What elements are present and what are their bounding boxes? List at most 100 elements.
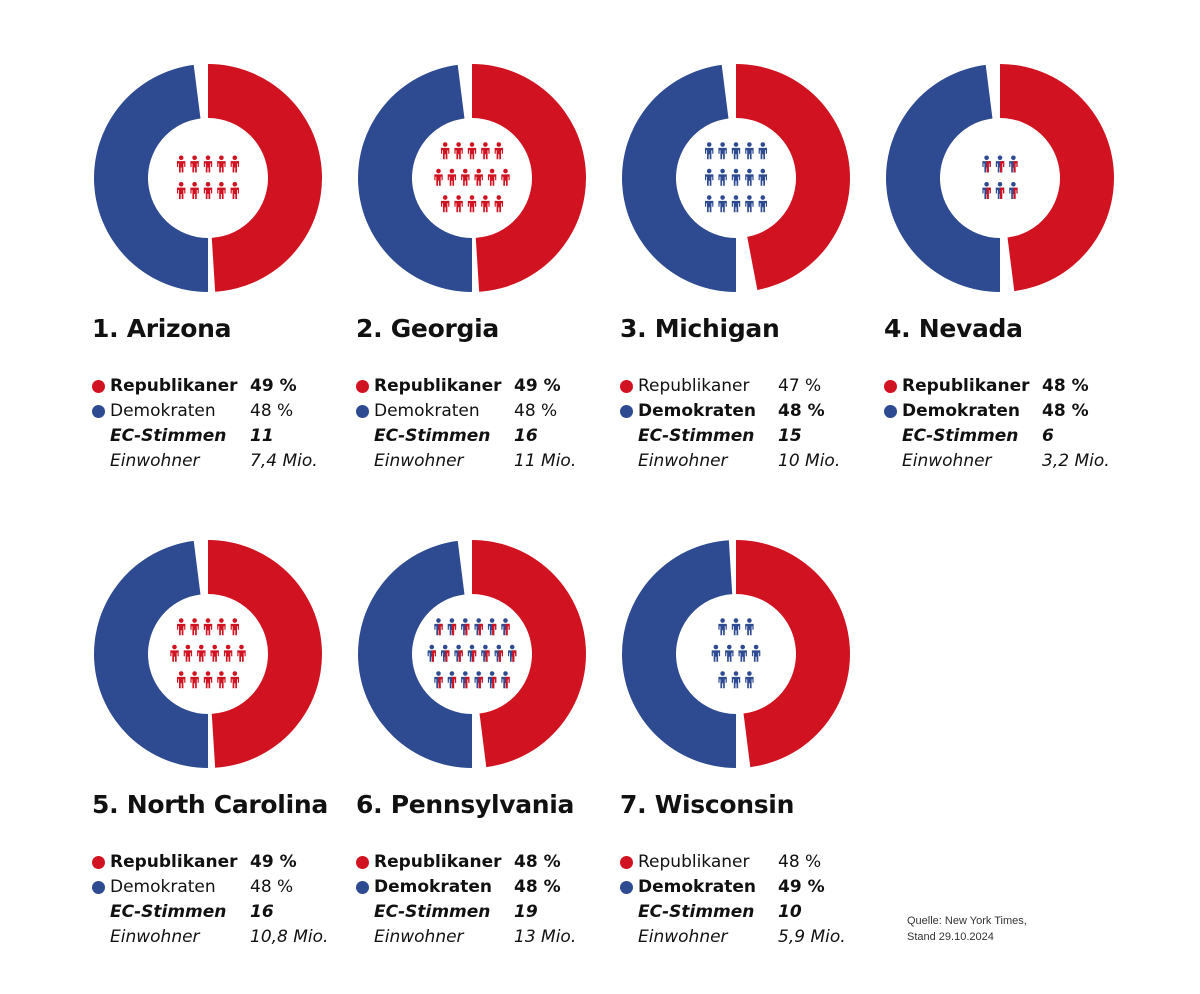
electoral-votes-row: EC-Stimmen 16 <box>92 900 352 925</box>
republican-slice <box>1000 64 1114 292</box>
electoral-votes-row: EC-Stimmen 11 <box>92 424 352 449</box>
electoral-votes-pictogram <box>427 618 517 689</box>
republican-slice <box>736 64 850 290</box>
population-row-value: 10,8 Mio. <box>250 927 329 947</box>
democrat-dot-icon <box>620 405 633 418</box>
state-stats: Republikaner 48 % Demokraten 49 % EC-Stimmen… <box>620 850 880 950</box>
population-row: Einwohner 10,8 Mio. <box>92 925 352 950</box>
democrat-row-label: Demokraten <box>902 401 1020 421</box>
population-row-value: 10 Mio. <box>778 451 841 471</box>
population-row-label: Einwohner <box>110 451 200 471</box>
donut-chart <box>358 540 586 768</box>
state-title: 2. Georgia <box>356 314 499 343</box>
republican-row-label: Republikaner <box>374 376 502 396</box>
democrat-row: Demokraten 48 % <box>92 399 352 424</box>
population-row-value: 13 Mio. <box>514 927 577 947</box>
donut-chart <box>886 64 1114 292</box>
state-title: 3. Michigan <box>620 314 780 343</box>
republican-dot-icon <box>356 380 369 393</box>
electoral-votes-row: EC-Stimmen 15 <box>620 424 880 449</box>
population-row-label: Einwohner <box>374 927 464 947</box>
electoral-votes-pictogram <box>177 155 239 199</box>
electoral-votes-row-value: 15 <box>778 426 802 446</box>
republican-slice <box>208 540 322 768</box>
electoral-votes-row-value: 10 <box>778 902 802 922</box>
electoral-votes-row: EC-Stimmen 16 <box>356 424 616 449</box>
democrat-dot-icon <box>356 405 369 418</box>
republican-row-label: Republikaner <box>110 376 238 396</box>
republican-row-value: 49 % <box>250 852 297 872</box>
electoral-votes-pictogram <box>705 142 767 213</box>
republican-row-value: 49 % <box>514 376 561 396</box>
democrat-row-value: 48 % <box>250 877 294 897</box>
republican-row-label: Republikaner <box>374 852 502 872</box>
republican-dot-icon <box>92 380 105 393</box>
population-row-label: Einwohner <box>110 927 200 947</box>
democrat-slice <box>622 64 737 292</box>
democrat-row-value: 48 % <box>514 401 558 421</box>
state-title: 4. Nevada <box>884 314 1023 343</box>
electoral-votes-row-label: EC-Stimmen <box>374 902 491 922</box>
population-row: Einwohner 13 Mio. <box>356 925 616 950</box>
population-row-value: 3,2 Mio. <box>1042 451 1110 471</box>
democrat-row: Demokraten 48 % <box>92 875 352 900</box>
republican-row: Republikaner 48 % <box>356 850 616 875</box>
republican-dot-icon <box>620 856 633 869</box>
democrat-row-value: 48 % <box>1042 401 1089 421</box>
democrat-row: Demokraten 48 % <box>884 399 1144 424</box>
donut-chart <box>622 540 850 768</box>
population-row: Einwohner 10 Mio. <box>620 449 880 474</box>
republican-dot-icon <box>92 856 105 869</box>
state-stats: Republikaner 48 % Demokraten 48 % EC-Stimmen… <box>884 374 1144 474</box>
electoral-votes-pictogram <box>711 618 761 689</box>
donut-chart <box>622 64 850 292</box>
electoral-votes-row-value: 6 <box>1042 426 1054 446</box>
electoral-votes-row: EC-Stimmen 10 <box>620 900 880 925</box>
democrat-slice <box>886 64 1001 292</box>
electoral-votes-row-label: EC-Stimmen <box>110 426 227 446</box>
electoral-votes-row: EC-Stimmen 6 <box>884 424 1144 449</box>
donut-chart <box>94 540 322 768</box>
donut-chart <box>94 64 322 292</box>
republican-row-label: Republikaner <box>902 376 1030 396</box>
electoral-votes-row-value: 19 <box>514 902 538 922</box>
democrat-row-label: Demokraten <box>110 877 216 897</box>
state-title: 5. North Carolina <box>92 790 328 819</box>
republican-dot-icon <box>356 856 369 869</box>
source-note: Quelle: New York Times, Stand 29.10.2024 <box>907 913 1027 945</box>
republican-row: Republikaner 48 % <box>620 850 880 875</box>
democrat-row-value: 48 % <box>514 877 561 897</box>
democrat-dot-icon <box>884 405 897 418</box>
democrat-slice <box>358 64 473 292</box>
electoral-votes-row-label: EC-Stimmen <box>902 426 1019 446</box>
electoral-votes-row-label: EC-Stimmen <box>374 426 491 446</box>
democrat-slice <box>358 540 473 768</box>
state-stats: Republikaner 47 % Demokraten 48 % EC-Stimmen… <box>620 374 880 474</box>
electoral-votes-row-value: 11 <box>250 426 274 446</box>
donut-chart <box>358 64 586 292</box>
state-stats: Republikaner 49 % Demokraten 48 % EC-Stimmen… <box>356 374 616 474</box>
population-row-label: Einwohner <box>638 451 728 471</box>
electoral-votes-row-value: 16 <box>250 902 274 922</box>
democrat-row-label: Demokraten <box>638 401 756 421</box>
republican-row-label: Republikaner <box>638 376 750 396</box>
democrat-row: Demokraten 48 % <box>356 875 616 900</box>
population-row-value: 11 Mio. <box>514 451 577 471</box>
state-title: 1. Arizona <box>92 314 232 343</box>
democrat-dot-icon <box>356 881 369 894</box>
state-stats: Republikaner 49 % Demokraten 48 % EC-Stimmen… <box>92 374 352 474</box>
population-row: Einwohner 11 Mio. <box>356 449 616 474</box>
electoral-votes-row-label: EC-Stimmen <box>638 902 755 922</box>
population-row: Einwohner 3,2 Mio. <box>884 449 1144 474</box>
republican-row: Republikaner 49 % <box>92 374 352 399</box>
democrat-row: Demokraten 49 % <box>620 875 880 900</box>
republican-slice <box>472 64 586 292</box>
republican-row: Republikaner 49 % <box>356 374 616 399</box>
democrat-row-label: Demokraten <box>110 401 216 421</box>
population-row: Einwohner 7,4 Mio. <box>92 449 352 474</box>
state-stats: Republikaner 48 % Demokraten 48 % EC-Stimmen… <box>356 850 616 950</box>
population-row-value: 7,4 Mio. <box>250 451 318 471</box>
electoral-votes-pictogram <box>434 142 510 213</box>
republican-row-label: Republikaner <box>638 852 750 872</box>
republican-slice <box>736 540 850 768</box>
